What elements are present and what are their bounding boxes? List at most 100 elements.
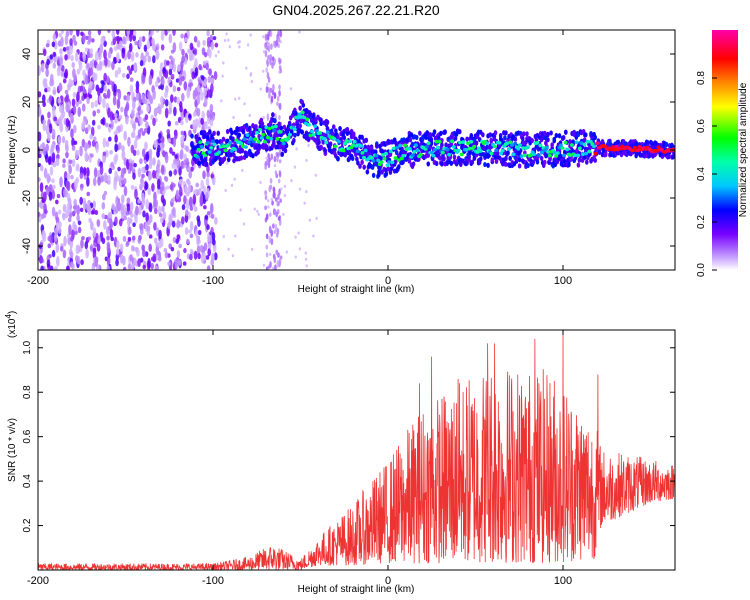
spectrogram-cell <box>130 118 134 126</box>
spectrogram-cell <box>331 124 336 130</box>
spectrogram-cell <box>54 40 58 50</box>
spectrogram-cell <box>253 137 258 141</box>
spectrogram-cell <box>70 128 74 139</box>
spectrogram-cell <box>278 102 282 111</box>
spectrogram-cell <box>275 211 278 218</box>
spectrogram-cell <box>206 140 211 145</box>
spectrogram-cell <box>432 148 437 152</box>
spectrogram-cell <box>134 41 139 46</box>
spectrogram-cell <box>494 148 499 153</box>
spectrogram-cell <box>162 150 166 158</box>
spectrogram-cell <box>48 95 53 102</box>
spectrogram-cell <box>213 252 218 261</box>
spectrogram-cell <box>59 48 63 55</box>
spectrogram-cell <box>333 144 338 149</box>
spectrogram-cell <box>497 141 502 145</box>
spectrogram-cell <box>41 63 45 69</box>
spectrogram-cell <box>80 259 84 266</box>
spectrogram-cell <box>197 160 202 166</box>
spectrogram-cell <box>160 194 165 203</box>
spectrogram-cell <box>262 69 265 73</box>
spectrogram-cell <box>101 202 106 210</box>
spectrogram-cell <box>102 193 106 201</box>
spectrogram-cell <box>536 153 541 158</box>
spectrogram-cell <box>145 51 149 57</box>
spectrogram-cell <box>53 116 58 121</box>
svg-text:(x104): (x104) <box>4 311 18 338</box>
spectrogram-cell <box>51 249 56 258</box>
spectrogram-cell <box>98 49 102 61</box>
spectrogram-cell <box>214 216 218 225</box>
spectrogram-cell <box>595 141 600 146</box>
spectrogram-cell <box>147 257 151 269</box>
spectrogram-cell <box>511 152 516 157</box>
spectrogram-cell <box>181 55 185 64</box>
spectrogram-cell <box>278 114 281 121</box>
spectrogram-cell <box>75 165 80 172</box>
spectrogram-cell <box>243 102 246 106</box>
spectrogram-cell <box>299 115 304 119</box>
spectrogram-cell <box>125 116 129 125</box>
spectrogram-cell <box>278 159 282 164</box>
spectrogram-cell <box>178 186 183 197</box>
spectrogram-cell <box>440 150 445 155</box>
spectrogram-cell <box>338 125 342 132</box>
spectrogram-cell <box>107 212 112 219</box>
spectrogram-cell <box>42 231 47 242</box>
spectrogram-cell <box>155 245 160 256</box>
spectrogram-cell <box>269 184 273 190</box>
spectrogram-cell <box>603 152 608 158</box>
spectrogram-cell <box>145 121 149 129</box>
spectrogram-cell <box>401 153 406 158</box>
spectrogram-cell <box>103 220 107 230</box>
spectrogram-cell <box>268 264 271 269</box>
spectrogram-cell <box>166 30 171 33</box>
spectrogram-cell <box>377 172 381 178</box>
spectrogram-cell <box>102 117 106 126</box>
spectrogram-cell <box>410 141 415 147</box>
spectrogram-cell <box>474 140 479 146</box>
spectrogram-cell <box>472 144 477 149</box>
spectrogram-cell <box>87 34 92 43</box>
spectrogram-cell <box>528 153 533 157</box>
spectrogram-cell <box>184 37 188 43</box>
spectrogram-cell <box>274 170 278 175</box>
spectrogram-cell <box>265 244 269 250</box>
spectrogram-cell <box>136 149 140 156</box>
colorbar-tick-label: 0.2 <box>696 215 707 229</box>
spectrogram-cell <box>148 234 153 239</box>
spectrogram-cell <box>168 213 172 225</box>
spectrogram-cell <box>256 140 261 144</box>
spectrogram-cell <box>165 185 170 190</box>
spectrogram-cell <box>174 129 178 140</box>
spectrogram-cell <box>123 216 127 221</box>
spectrogram-cell <box>360 159 364 165</box>
spectrogram-ytick-label: 0 <box>21 147 33 153</box>
spectrogram-cell <box>184 209 189 217</box>
spectrogram-cell <box>90 153 94 158</box>
spectrogram-cell <box>539 155 544 161</box>
spectrogram-cell <box>313 124 318 129</box>
spectrogram-cell <box>399 156 404 161</box>
spectrogram-cell <box>139 59 144 67</box>
spectrogram-cell <box>516 147 521 151</box>
spectrogram-cell <box>207 89 211 98</box>
spectrogram-cell <box>584 151 589 156</box>
snr-xtick-label: -100 <box>202 575 224 587</box>
spectrogram-cell <box>53 233 58 242</box>
spectrogram-cell <box>159 62 164 71</box>
spectrogram-cell <box>262 116 265 120</box>
spectrogram-cell <box>79 207 84 213</box>
spectrogram-cell <box>164 107 169 119</box>
spectrogram-cell <box>176 87 181 92</box>
spectrogram-cell <box>189 42 194 51</box>
spectrogram-cell <box>451 145 456 149</box>
spectrogram-cell <box>237 132 242 138</box>
spectrogram-cell <box>216 130 221 136</box>
spectrogram-cell <box>84 127 89 135</box>
spectrogram-cell <box>181 75 185 82</box>
spectrogram-cell <box>234 234 237 238</box>
spectrogram-cell <box>173 96 178 103</box>
spectrogram-cell <box>153 237 158 244</box>
spectrogram-cell <box>526 162 530 169</box>
